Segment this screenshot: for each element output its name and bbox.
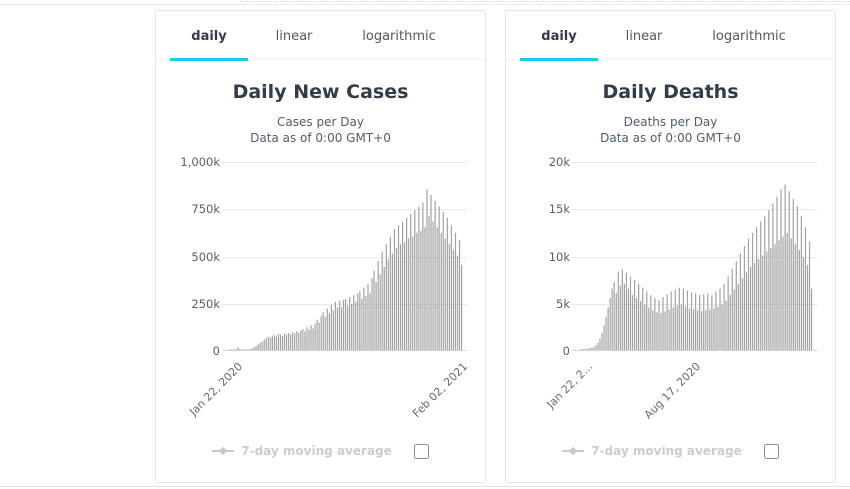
chart-subtitle-line2: Data as of 0:00 GMT+0 (250, 131, 391, 145)
page-bottom-rule (0, 486, 850, 487)
tab-daily[interactable]: daily (541, 29, 577, 44)
chart-tab-bar: daily linear logarithmic (156, 11, 485, 61)
daily-deaths-card: daily linear logarithmic Daily Deaths De… (505, 10, 836, 483)
tab-logarithmic[interactable]: logarithmic (362, 29, 436, 44)
moving-average-checkbox[interactable] (763, 443, 779, 459)
chart-subtitle-line1: Deaths per Day (623, 115, 718, 129)
gridline (572, 162, 817, 163)
y-tick-label: 20k (548, 155, 570, 169)
chart-legend: 7-day moving average (506, 441, 835, 461)
plot-area (222, 162, 467, 351)
daily-new-cases-card: daily linear logarithmic Daily New Cases… (155, 10, 486, 483)
bars-series (579, 184, 813, 350)
gridline (222, 303, 467, 305)
tab-linear[interactable]: linear (275, 29, 313, 44)
active-tab-underline (170, 58, 248, 61)
chart-title: Daily New Cases (232, 81, 409, 103)
tab-daily[interactable]: daily (191, 29, 227, 44)
x-tick-label: Aug 17, 2020 (641, 360, 703, 422)
x-tick-label: Jan 22, 2020 (186, 360, 246, 419)
gridline (222, 162, 467, 163)
y-tick-label: 0 (212, 344, 220, 358)
y-tick-label: 5k (556, 296, 570, 311)
chart-tab-bar: daily linear logarithmic (506, 11, 835, 61)
tab-linear[interactable]: linear (625, 29, 663, 44)
y-tick-label: 15k (548, 202, 570, 217)
chart-subtitle-line1: Cases per Day (277, 115, 364, 129)
legend-label[interactable]: 7-day moving average (241, 444, 392, 458)
gridline (222, 209, 467, 211)
chart-legend: 7-day moving average (156, 441, 485, 461)
y-tick-label: 750k (191, 202, 220, 217)
tab-logarithmic[interactable]: logarithmic (712, 29, 786, 44)
y-tick-label: 1,000k (180, 155, 220, 169)
chart-title: Daily Deaths (602, 81, 739, 103)
legend-label[interactable]: 7-day moving average (591, 444, 742, 458)
page-top-rule (0, 4, 850, 5)
y-tick-label: 250k (191, 296, 220, 311)
y-tick-label: 10k (548, 249, 570, 264)
x-axis-line (222, 350, 467, 351)
y-tick-label: 500k (191, 249, 220, 264)
gridline (572, 256, 817, 258)
x-axis-line (572, 350, 817, 351)
x-tick-label: Jan 22, 2... (544, 360, 596, 411)
active-tab-underline (520, 58, 598, 61)
gridline (222, 256, 467, 258)
plot-area (572, 162, 817, 351)
moving-average-line-icon (562, 450, 585, 452)
moving-average-checkbox[interactable] (413, 443, 429, 459)
moving-average-line-icon (212, 450, 235, 452)
bars-series (229, 189, 463, 350)
chart-subtitle-line2: Data as of 0:00 GMT+0 (600, 131, 741, 145)
y-tick-label: 0 (562, 344, 570, 358)
x-tick-label: Feb 02, 2021 (409, 360, 470, 421)
page-top-dashed-rule (240, 1, 850, 2)
gridline (572, 209, 817, 211)
gridline (572, 303, 817, 305)
